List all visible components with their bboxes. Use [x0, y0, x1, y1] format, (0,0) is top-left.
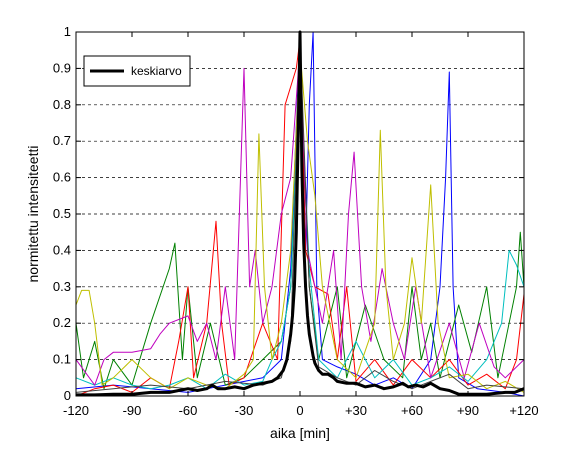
- y-tick-label: 0.6: [53, 170, 71, 185]
- x-tick-label: -90: [123, 403, 142, 418]
- x-tick-label: 0: [296, 403, 303, 418]
- y-tick-label: 0.3: [53, 279, 71, 294]
- mean-series-line: [76, 30, 525, 397]
- mean-series-group: [76, 30, 525, 397]
- legend: keskiarvo: [83, 55, 191, 87]
- x-tick-label: +60: [401, 403, 423, 418]
- y-tick-label: 0.4: [53, 242, 71, 257]
- individual-series-line-3: [75, 38, 525, 397]
- legend-label-keskiarvo: keskiarvo: [131, 64, 182, 78]
- x-tick-label: +30: [345, 403, 367, 418]
- y-tick-label: 0: [64, 388, 71, 403]
- y-tick-label: 0.9: [53, 60, 71, 75]
- y-tick-label: 0.7: [53, 133, 71, 148]
- x-tick-label: -120: [63, 403, 89, 418]
- x-tick-label: +120: [509, 403, 538, 418]
- y-tick-label: 0.1: [53, 352, 71, 367]
- y-tick-label: 0.5: [53, 206, 71, 221]
- y-axis-label: normitettu intensiteetti: [25, 146, 41, 283]
- x-tick-label: -60: [179, 403, 198, 418]
- individual-series-line-7: [75, 35, 525, 393]
- x-tick-label: +90: [457, 403, 479, 418]
- x-tick-label: -30: [235, 403, 254, 418]
- x-axis-label: aika [min]: [270, 425, 330, 441]
- y-tick-label: 0.2: [53, 315, 71, 330]
- y-tick-label: 1: [64, 24, 71, 39]
- y-tick-label: 0.8: [53, 97, 71, 112]
- axis-ticks: 0 0.1 0.2 0.3 0.4 0.5 0.6 0.7 0.8 0.9 1 -120 -90 -60 -…: [53, 24, 539, 418]
- individual-series-line-1: [75, 31, 525, 397]
